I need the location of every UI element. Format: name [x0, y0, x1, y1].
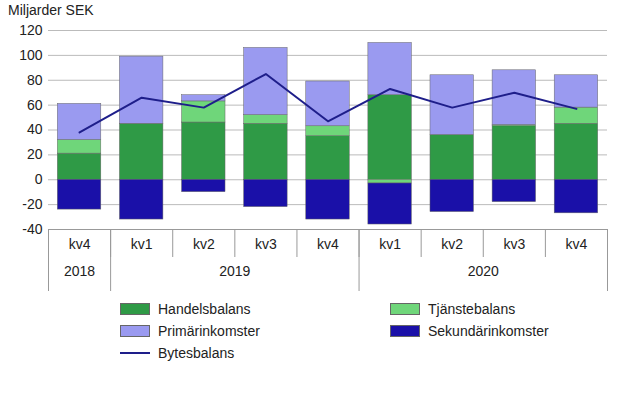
- svg-text:60: 60: [27, 97, 43, 113]
- svg-text:2018: 2018: [64, 263, 95, 279]
- html-text:Tjänstebalans: Tjänstebalans: [428, 301, 516, 317]
- svg-text:100: 100: [19, 47, 43, 63]
- svg-text:kv1: kv1: [131, 236, 153, 252]
- svg-text:80: 80: [27, 72, 43, 88]
- html-text:Primärinkomster: Primärinkomster: [158, 323, 260, 339]
- svg-text:-40: -40: [22, 221, 42, 237]
- html-text:Miljarder SEK: Miljarder SEK: [8, 2, 94, 18]
- svg-text:2020: 2020: [468, 263, 499, 279]
- svg-text:kv2: kv2: [193, 236, 215, 252]
- svg-text:kv2: kv2: [441, 236, 463, 252]
- svg-text:120: 120: [19, 22, 43, 38]
- html-text:Sekundärinkomster: Sekundärinkomster: [428, 323, 549, 339]
- svg-text:-20: -20: [22, 196, 42, 212]
- html-text:Handelsbalans: Handelsbalans: [158, 301, 251, 317]
- svg-text:kv4: kv4: [566, 236, 588, 252]
- svg-text:40: 40: [27, 121, 43, 137]
- svg-text:kv4: kv4: [317, 236, 339, 252]
- svg-text:2019: 2019: [219, 263, 250, 279]
- svg-text:kv3: kv3: [503, 236, 525, 252]
- html-text:Bytesbalans: Bytesbalans: [158, 345, 235, 361]
- svg-text:0: 0: [35, 171, 43, 187]
- svg-text:kv1: kv1: [379, 236, 401, 252]
- svg-text:kv4: kv4: [69, 236, 91, 252]
- svg-text:kv3: kv3: [255, 236, 277, 252]
- svg-text:20: 20: [27, 146, 43, 162]
